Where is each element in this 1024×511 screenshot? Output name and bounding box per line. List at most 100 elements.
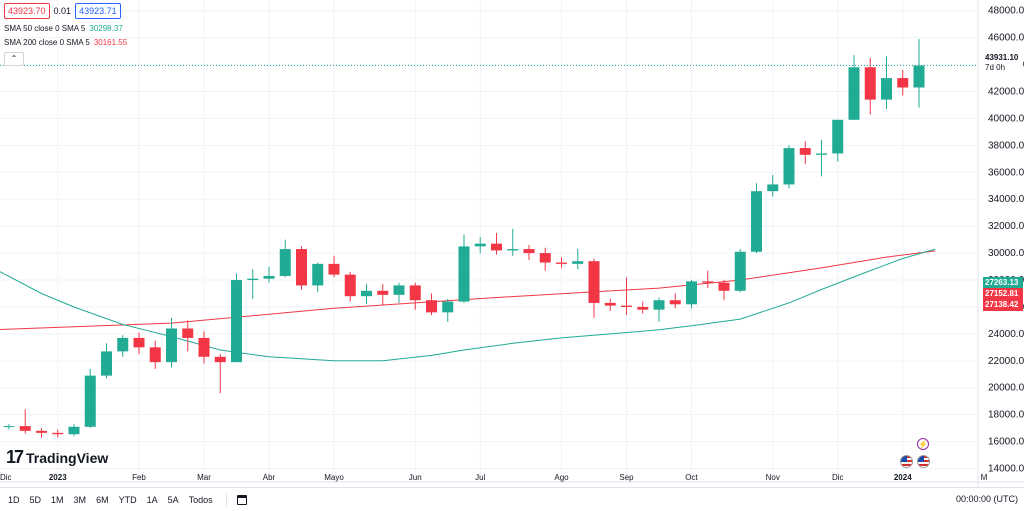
sma-50-legend[interactable]: SMA 50 close 0 SMA 5 30298.37 — [4, 24, 123, 34]
collapse-legend-button[interactable]: ⌃ — [4, 52, 24, 66]
candle — [913, 39, 925, 108]
candle-body — [913, 65, 925, 88]
range-5a-button[interactable]: 5A — [167, 494, 179, 505]
range-1d-button[interactable]: 1D — [8, 494, 20, 505]
candle-body — [669, 300, 681, 305]
spread-value: 0.01 — [53, 6, 72, 16]
candle-body — [604, 302, 616, 306]
candle-body — [247, 278, 259, 281]
candle-body — [637, 306, 649, 310]
time-tick-label: Jul — [475, 473, 485, 482]
candle-body — [263, 275, 275, 279]
calendar-icon[interactable] — [236, 494, 247, 505]
candle — [361, 284, 372, 305]
time-tick-label: Jun — [409, 473, 422, 482]
sma-50-price-tag: 27263.13 — [983, 277, 1023, 289]
price-tick-label: 42000.00 — [988, 87, 1024, 98]
candle — [68, 424, 80, 437]
candle — [36, 428, 47, 438]
tradingview-logo[interactable]: 17 TradingView — [6, 447, 108, 468]
candle-body — [361, 290, 372, 297]
time-tick-label: Ago — [554, 473, 569, 482]
candle — [19, 409, 31, 434]
candle — [507, 228, 519, 256]
candle-body — [686, 281, 697, 305]
time-tick-label: Oct — [685, 473, 698, 482]
candle — [263, 266, 275, 283]
candle — [3, 424, 15, 430]
us-flag-icon[interactable] — [917, 455, 930, 468]
price-tick-label: 34000.00 — [988, 194, 1024, 205]
candle-body — [312, 263, 324, 286]
utc-clock[interactable]: 00:00:00 (UTC) — [955, 494, 1018, 504]
candle-body — [133, 337, 145, 348]
price-axis[interactable]: 14000.00 16000.00 18000.00 20000.00 22000.00… — [988, 6, 1024, 475]
candle-body — [572, 261, 584, 264]
candle — [864, 57, 876, 115]
time-tick-label: Dic — [0, 473, 12, 482]
candle — [751, 183, 762, 254]
candle-body — [52, 432, 64, 435]
candle — [344, 271, 356, 302]
candle — [702, 270, 714, 289]
price-tick-label: 36000.00 — [988, 167, 1024, 178]
candle — [637, 301, 649, 314]
price-chart[interactable]: 14000.00 16000.00 18000.00 20000.00 22000.00… — [0, 0, 1024, 487]
candle — [686, 280, 697, 309]
candle — [897, 69, 909, 96]
flash-icon[interactable]: ⚡ — [917, 438, 929, 450]
price-tick-label: 46000.00 — [988, 33, 1024, 44]
candle — [556, 257, 567, 268]
sma-200-legend[interactable]: SMA 200 close 0 SMA 5 30161.55 — [4, 38, 127, 48]
candle-body — [198, 337, 210, 357]
candle-body — [734, 251, 746, 291]
range-3m-button[interactable]: 3M — [73, 494, 87, 505]
candle — [718, 280, 730, 301]
price-tick-label: 40000.00 — [988, 113, 1024, 124]
candle-body — [848, 67, 860, 120]
range-5d-button[interactable]: 5D — [29, 494, 42, 505]
candle-body — [718, 282, 730, 291]
candle — [393, 282, 405, 303]
candle — [783, 145, 795, 189]
bottom-toolbar: 1D 5D 1M 3M 6M YTD 1A 5A Todos 00:00:00 … — [0, 487, 1024, 511]
sma-200-value: 30161.55 — [93, 38, 128, 47]
candle — [816, 139, 827, 177]
candle — [101, 343, 112, 379]
toolbar-divider — [225, 493, 227, 506]
candle — [328, 255, 340, 278]
us-flag-icon[interactable] — [900, 455, 913, 468]
candle — [572, 249, 584, 270]
candle-body — [556, 262, 567, 264]
sell-price-button[interactable]: 43923.70 — [4, 3, 50, 19]
range-ytd-button[interactable]: YTD — [118, 494, 137, 505]
buy-price-button[interactable]: 43923.71 — [75, 3, 121, 19]
candle-body — [864, 67, 876, 100]
time-axis[interactable]: Dic 2023 Feb Mar Abr Mayo Jun Jul Ago Sep Oct Nov Di… — [0, 473, 988, 482]
time-tick-label: Mar — [197, 473, 211, 482]
sma-200-line — [0, 250, 936, 331]
candle-body — [491, 243, 502, 251]
bar-countdown: 7d 0h — [985, 63, 1006, 72]
sma-50-label: SMA 50 close 0 SMA 5 — [4, 24, 86, 33]
candle — [523, 245, 535, 260]
price-tick-label: 14000.00 — [988, 464, 1024, 475]
range-1a-button[interactable]: 1A — [146, 494, 158, 505]
candle-body — [783, 148, 795, 185]
range-1m-button[interactable]: 1M — [51, 494, 64, 505]
price-tick-label: 32000.00 — [988, 221, 1024, 232]
candle — [279, 239, 291, 278]
candle-body — [182, 328, 194, 338]
candle — [426, 293, 437, 316]
candle-body — [523, 249, 535, 254]
candle-body — [68, 426, 80, 435]
range-6m-button[interactable]: 6M — [96, 494, 109, 505]
candle — [231, 273, 242, 363]
candle-body — [881, 78, 892, 100]
candle — [166, 317, 177, 368]
candle — [474, 236, 486, 254]
sma-50-value: 30298.37 — [89, 24, 123, 33]
sma-200-label: SMA 200 close 0 SMA 5 — [4, 38, 90, 47]
range-all-button[interactable]: Todos — [188, 494, 213, 505]
candle — [247, 269, 259, 299]
